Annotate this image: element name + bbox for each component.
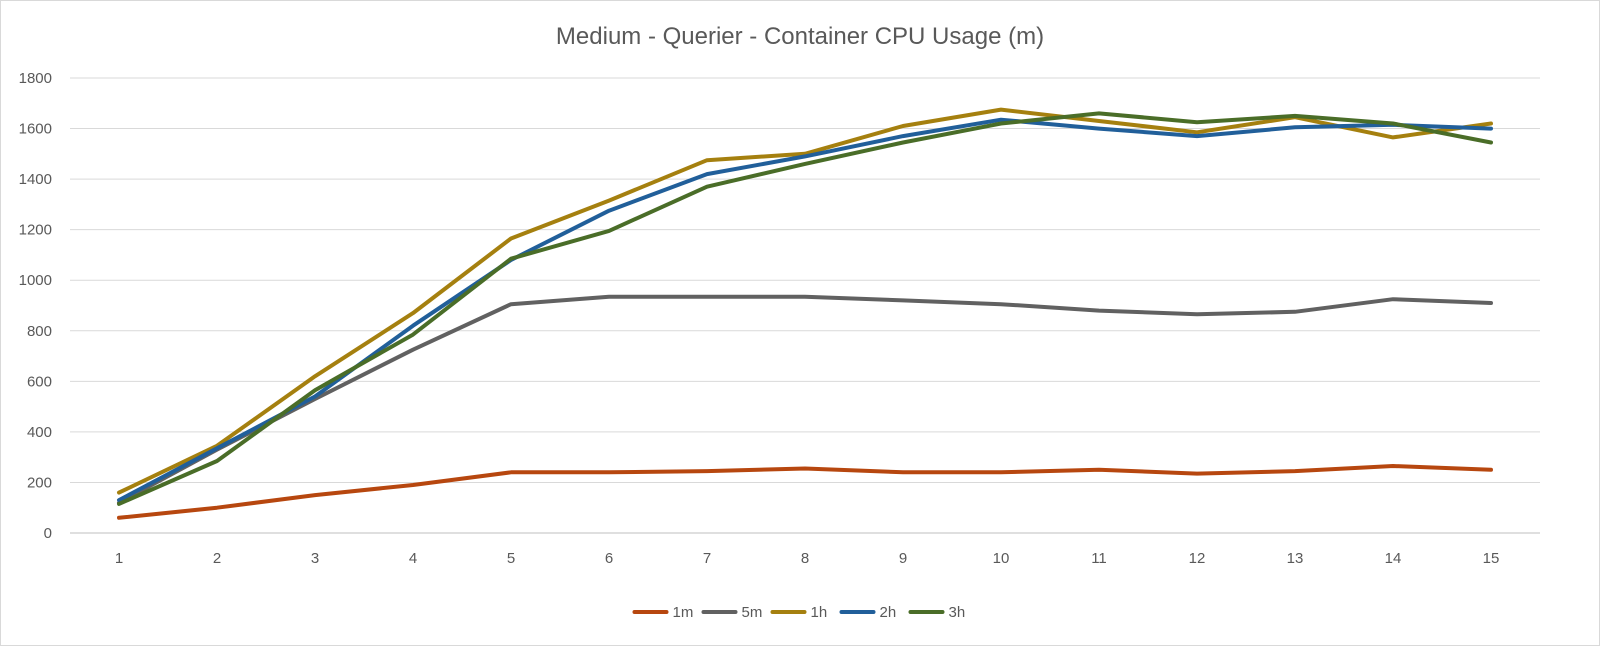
legend-item-1m: 1m [632, 604, 694, 621]
x-tick-label: 3 [311, 550, 319, 567]
x-tick-label: 4 [409, 550, 417, 567]
legend-item-2h: 2h [839, 604, 897, 621]
series-line-5m [117, 294, 1493, 505]
y-tick-label: 1400 [19, 171, 52, 188]
series-lines [117, 107, 1493, 520]
legend-item-5m: 5m [701, 604, 763, 621]
y-tick-label: 1800 [19, 70, 52, 87]
legend-label: 1m [673, 604, 694, 621]
legend-label: 3h [949, 604, 966, 621]
chart-title: Medium - Querier - Container CPU Usage (… [556, 23, 1044, 50]
legend-label: 1h [811, 604, 828, 621]
x-tick-label: 6 [605, 550, 613, 567]
x-tick-label: 1 [115, 550, 123, 567]
y-tick-label: 400 [27, 424, 52, 441]
y-tick-label: 1600 [19, 121, 52, 138]
x-tick-label: 13 [1287, 550, 1304, 567]
x-tick-label: 7 [703, 550, 711, 567]
x-axis-ticks: 1 2 3 4 5 6 7 8 9 10 11 12 13 14 15 [115, 550, 1500, 567]
y-tick-label: 800 [27, 323, 52, 340]
series-line-3h [117, 111, 1493, 506]
y-tick-label: 0 [44, 525, 52, 542]
legend-item-1h: 1h [770, 604, 828, 621]
gridlines [70, 77, 1540, 534]
legend: 1m 5m 1h 2h 3h [632, 604, 966, 621]
x-tick-label: 12 [1189, 550, 1206, 567]
y-tick-label: 1200 [19, 222, 52, 239]
series-line-1h [117, 107, 1493, 495]
x-tick-label: 5 [507, 550, 515, 567]
y-axis-ticks: 0 200 400 600 800 1000 1200 1400 1600 1800 [19, 70, 52, 542]
legend-item-3h: 3h [908, 604, 966, 621]
x-tick-label: 11 [1091, 550, 1107, 567]
y-tick-label: 1000 [19, 272, 52, 289]
x-tick-label: 9 [899, 550, 907, 567]
y-tick-label: 200 [27, 474, 52, 491]
y-tick-label: 600 [27, 373, 52, 390]
series-line-1m [117, 464, 1493, 520]
legend-label: 5m [742, 604, 763, 621]
x-tick-label: 15 [1483, 550, 1500, 567]
series-line-2h [117, 117, 1493, 503]
x-tick-label: 14 [1385, 550, 1402, 567]
legend-label: 2h [880, 604, 897, 621]
x-tick-label: 10 [993, 550, 1010, 567]
x-tick-label: 8 [801, 550, 809, 567]
x-tick-label: 2 [213, 550, 221, 567]
